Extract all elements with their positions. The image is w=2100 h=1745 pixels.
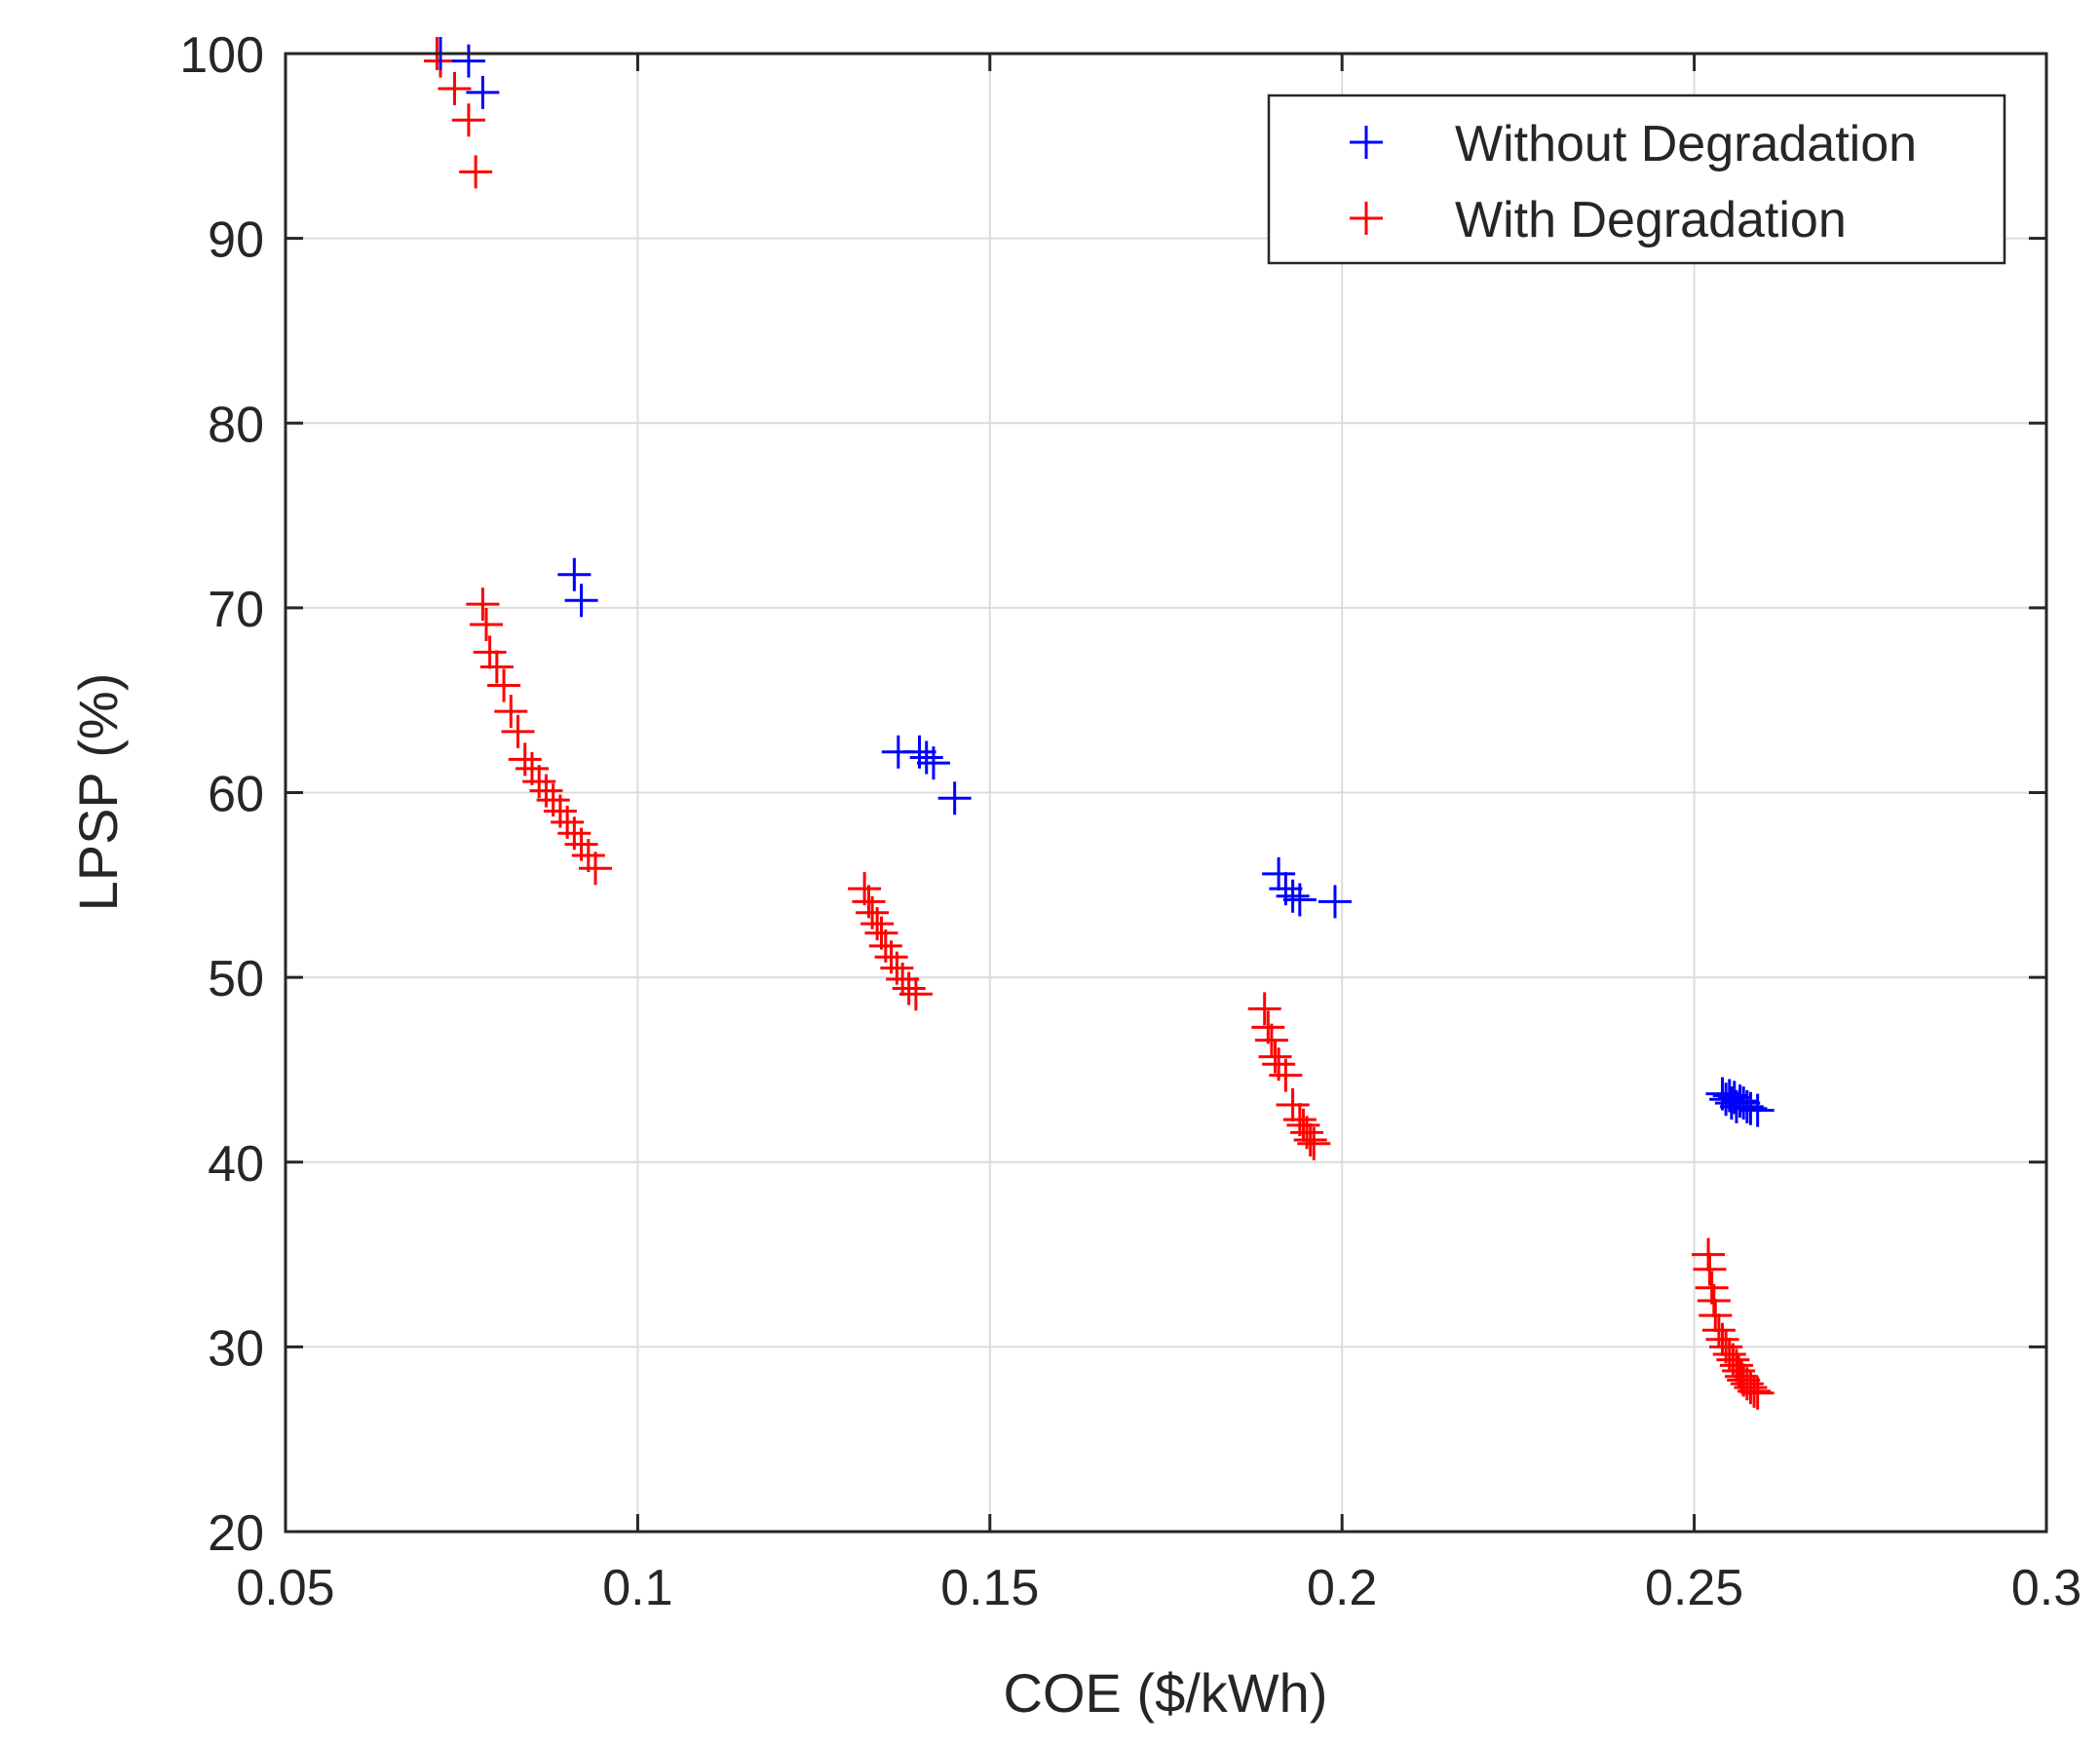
y-tick-label: 70 <box>208 582 264 638</box>
data-point <box>937 781 972 816</box>
legend-label: Without Degradation <box>1455 116 1917 172</box>
data-point <box>557 557 592 591</box>
data-point <box>466 588 500 622</box>
data-point <box>494 695 528 729</box>
data-point <box>1740 1376 1775 1410</box>
data-point <box>1258 1040 1292 1074</box>
data-point <box>1701 1313 1736 1347</box>
data-point <box>1276 1087 1310 1121</box>
data-point <box>466 75 500 109</box>
data-point <box>473 635 507 669</box>
y-tick-label: 20 <box>208 1505 264 1562</box>
data-point <box>1293 1122 1327 1157</box>
data-point <box>1262 856 1296 891</box>
y-tick-label: 40 <box>208 1136 264 1193</box>
data-point <box>1317 885 1352 919</box>
y-tick-label: 60 <box>208 767 264 823</box>
data-point <box>916 746 950 780</box>
data-point <box>508 742 542 777</box>
data-point <box>1693 1252 1727 1286</box>
legend-box <box>1267 94 2006 265</box>
data-point <box>1734 1371 1768 1405</box>
data-point <box>515 751 549 785</box>
x-axis-tick-labels: 0.05 0.1 0.15 0.2 0.25 0.3 <box>236 1560 2081 1616</box>
legend-marker <box>1350 126 1383 159</box>
data-point <box>1737 1374 1772 1408</box>
data-point <box>1734 1091 1768 1125</box>
data-point <box>886 963 920 997</box>
x-tick-label: 0.3 <box>2011 1560 2081 1616</box>
data-point <box>451 103 485 137</box>
data-markers <box>420 37 1775 1410</box>
data-point <box>1695 1271 1729 1305</box>
series-with-degradation <box>420 37 1775 1410</box>
data-point <box>564 584 598 618</box>
y-axis-tick-labels: 20 30 40 50 60 70 80 90 100 <box>179 27 264 1562</box>
data-point <box>848 872 882 906</box>
data-point <box>1276 879 1310 913</box>
y-tick-label: 30 <box>208 1320 264 1377</box>
axis-ticks <box>284 52 2048 1534</box>
data-point <box>438 72 472 106</box>
data-point <box>1722 1354 1756 1388</box>
data-point <box>1282 1103 1317 1137</box>
data-point <box>1740 1093 1775 1127</box>
x-tick-label: 0.2 <box>1307 1560 1377 1616</box>
data-point <box>1727 1086 1761 1120</box>
x-tick-label: 0.25 <box>1645 1560 1743 1616</box>
data-point <box>1282 883 1317 917</box>
series-without-degradation <box>424 37 1775 1127</box>
data-point <box>1286 1108 1320 1142</box>
data-point <box>898 977 933 1011</box>
data-point <box>579 852 613 886</box>
grid-lines <box>286 54 2046 1532</box>
data-point <box>487 668 521 702</box>
y-tick-label: 80 <box>208 397 264 453</box>
data-point <box>1705 1322 1739 1356</box>
data-point <box>860 907 895 941</box>
data-point <box>571 838 605 872</box>
data-point <box>909 740 943 775</box>
y-axis-label: LPSP (%) <box>67 673 129 912</box>
data-point <box>501 714 535 748</box>
data-point <box>892 971 926 1005</box>
data-point <box>529 774 563 808</box>
x-tick-label: 0.1 <box>602 1560 672 1616</box>
data-point <box>1251 1010 1285 1044</box>
data-point <box>469 607 503 641</box>
legend-label: With Degradation <box>1455 192 1847 248</box>
legend: Without Degradation With Degradation <box>1267 94 2006 265</box>
x-axis-label: COE ($/kWh) <box>1004 1662 1328 1724</box>
y-tick-label: 100 <box>179 27 264 84</box>
data-point <box>522 765 556 799</box>
data-point <box>1297 1126 1331 1160</box>
y-tick-label: 90 <box>208 212 264 269</box>
data-point <box>451 44 485 78</box>
data-point <box>1709 1330 1743 1364</box>
data-point <box>1254 1023 1288 1057</box>
legend-marker <box>1350 202 1383 235</box>
x-tick-label: 0.05 <box>236 1560 334 1616</box>
data-point <box>1699 1299 1733 1333</box>
data-point <box>1269 1058 1303 1092</box>
data-point <box>1247 992 1281 1026</box>
data-point <box>479 650 514 684</box>
x-tick-label: 0.15 <box>940 1560 1039 1616</box>
data-point <box>459 155 493 189</box>
y-tick-label: 50 <box>208 951 264 1007</box>
data-point <box>864 916 898 950</box>
